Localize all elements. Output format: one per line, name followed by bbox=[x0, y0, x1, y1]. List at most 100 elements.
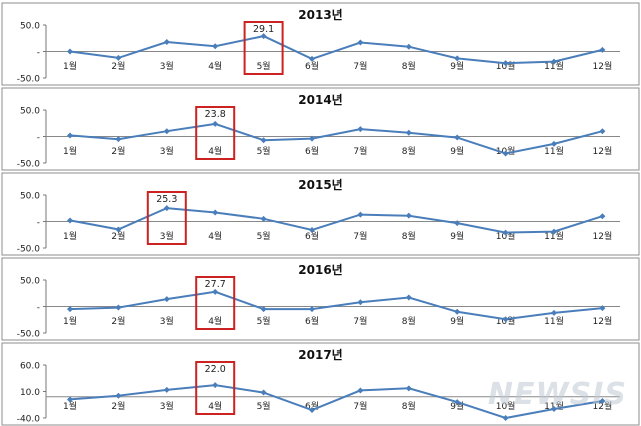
x-tick-label: 3월 bbox=[160, 400, 174, 412]
panel-frame bbox=[1, 342, 640, 426]
data-point bbox=[115, 226, 122, 233]
data-point bbox=[357, 211, 364, 218]
data-point bbox=[599, 213, 606, 220]
panel-frame bbox=[1, 257, 640, 341]
data-point bbox=[551, 140, 557, 147]
data-point bbox=[212, 120, 219, 127]
data-point bbox=[357, 126, 364, 133]
data-point bbox=[309, 306, 315, 313]
x-tick-label: 8월 bbox=[402, 400, 416, 412]
data-label: 25.3 bbox=[156, 194, 177, 205]
x-tick-label: 7월 bbox=[353, 400, 367, 412]
x-tick-label: 11월 bbox=[544, 145, 564, 157]
data-label: 29.1 bbox=[253, 24, 274, 35]
x-tick-label: 4월 bbox=[208, 230, 222, 242]
data-label: 27.7 bbox=[205, 279, 226, 290]
y-tick-label: 10.0 bbox=[20, 388, 40, 398]
x-tick-label: 2월 bbox=[111, 230, 125, 242]
data-point bbox=[163, 38, 170, 45]
x-tick-label: 5월 bbox=[257, 145, 271, 157]
x-tick-label: 1월 bbox=[63, 230, 77, 242]
x-tick-label: 12월 bbox=[593, 230, 613, 242]
panel-frame bbox=[1, 172, 640, 256]
data-label: 22.0 bbox=[205, 364, 226, 375]
x-tick-label: 9월 bbox=[450, 60, 464, 72]
data-point bbox=[67, 306, 73, 313]
data-point bbox=[405, 294, 412, 301]
y-tick-label: 50.0 bbox=[20, 192, 40, 202]
data-point bbox=[454, 55, 461, 62]
data-point bbox=[260, 215, 267, 222]
data-point bbox=[260, 389, 267, 396]
y-tick-label: -50.0 bbox=[17, 245, 41, 255]
x-tick-label: 8월 bbox=[402, 145, 416, 157]
data-point bbox=[260, 137, 267, 144]
data-point bbox=[67, 48, 73, 55]
y-tick-label: -50.0 bbox=[17, 75, 41, 85]
data-point bbox=[67, 396, 73, 403]
y-tick-label: - bbox=[37, 303, 40, 313]
data-point bbox=[309, 407, 315, 414]
data-point bbox=[163, 386, 170, 393]
x-tick-label: 7월 bbox=[353, 60, 367, 72]
x-tick-label: 9월 bbox=[450, 145, 464, 157]
x-tick-label: 3월 bbox=[160, 315, 174, 327]
x-tick-label: 2월 bbox=[111, 315, 125, 327]
data-point bbox=[551, 228, 557, 235]
data-point bbox=[309, 226, 315, 233]
data-point bbox=[454, 220, 461, 227]
x-tick-label: 7월 bbox=[353, 145, 367, 157]
data-point bbox=[551, 405, 557, 412]
y-tick-label: 60.0 bbox=[20, 362, 40, 372]
x-tick-label: 2월 bbox=[111, 400, 125, 412]
data-point bbox=[599, 305, 606, 312]
data-point bbox=[357, 39, 364, 46]
data-point bbox=[551, 309, 557, 316]
x-tick-label: 11월 bbox=[544, 230, 564, 242]
data-point bbox=[212, 209, 219, 216]
highlight-box bbox=[195, 106, 236, 160]
data-point bbox=[502, 316, 509, 323]
highlight-box bbox=[195, 361, 236, 415]
series-line bbox=[69, 384, 603, 420]
x-tick-label: 9월 bbox=[450, 315, 464, 327]
x-tick-label: 6월 bbox=[305, 145, 319, 157]
data-point bbox=[405, 129, 412, 136]
x-tick-label: 3월 bbox=[160, 60, 174, 72]
data-point bbox=[309, 55, 315, 62]
x-tick-label: 11월 bbox=[544, 315, 564, 327]
x-tick-label: 3월 bbox=[160, 145, 174, 157]
chart-title: 2014년 bbox=[298, 93, 342, 107]
x-tick-label: 12월 bbox=[593, 145, 613, 157]
x-tick-label: 8월 bbox=[402, 315, 416, 327]
data-point bbox=[115, 392, 122, 399]
chart-title: 2017년 bbox=[298, 348, 342, 362]
series-line bbox=[69, 207, 603, 234]
chart-panel-4: 2016년50.0--50.01월2월3월4월5월6월7월8월9월10월11월1… bbox=[1, 257, 640, 341]
data-point bbox=[357, 299, 364, 306]
x-tick-label: 4월 bbox=[208, 145, 222, 157]
y-tick-label: 50.0 bbox=[20, 107, 40, 117]
x-tick-label: 11월 bbox=[544, 60, 564, 72]
x-tick-label: 1월 bbox=[63, 315, 77, 327]
data-point bbox=[260, 33, 267, 40]
x-tick-label: 12월 bbox=[593, 315, 613, 327]
data-point bbox=[260, 306, 267, 313]
x-tick-label: 7월 bbox=[353, 230, 367, 242]
chart-title: 2013년 bbox=[298, 8, 342, 22]
data-point bbox=[115, 304, 122, 311]
data-point bbox=[309, 135, 315, 142]
y-tick-label: 50.0 bbox=[20, 22, 40, 32]
data-point bbox=[599, 128, 606, 135]
data-point bbox=[502, 229, 509, 236]
x-tick-label: 8월 bbox=[402, 60, 416, 72]
highlight-box bbox=[243, 21, 284, 75]
x-tick-label: 5월 bbox=[257, 315, 271, 327]
data-point bbox=[599, 46, 606, 53]
x-tick-label: 5월 bbox=[257, 230, 271, 242]
x-tick-label: 6월 bbox=[305, 60, 319, 72]
data-point bbox=[212, 288, 219, 295]
x-tick-label: 8월 bbox=[402, 230, 416, 242]
watermark-logo: NEWSIS bbox=[487, 377, 627, 412]
